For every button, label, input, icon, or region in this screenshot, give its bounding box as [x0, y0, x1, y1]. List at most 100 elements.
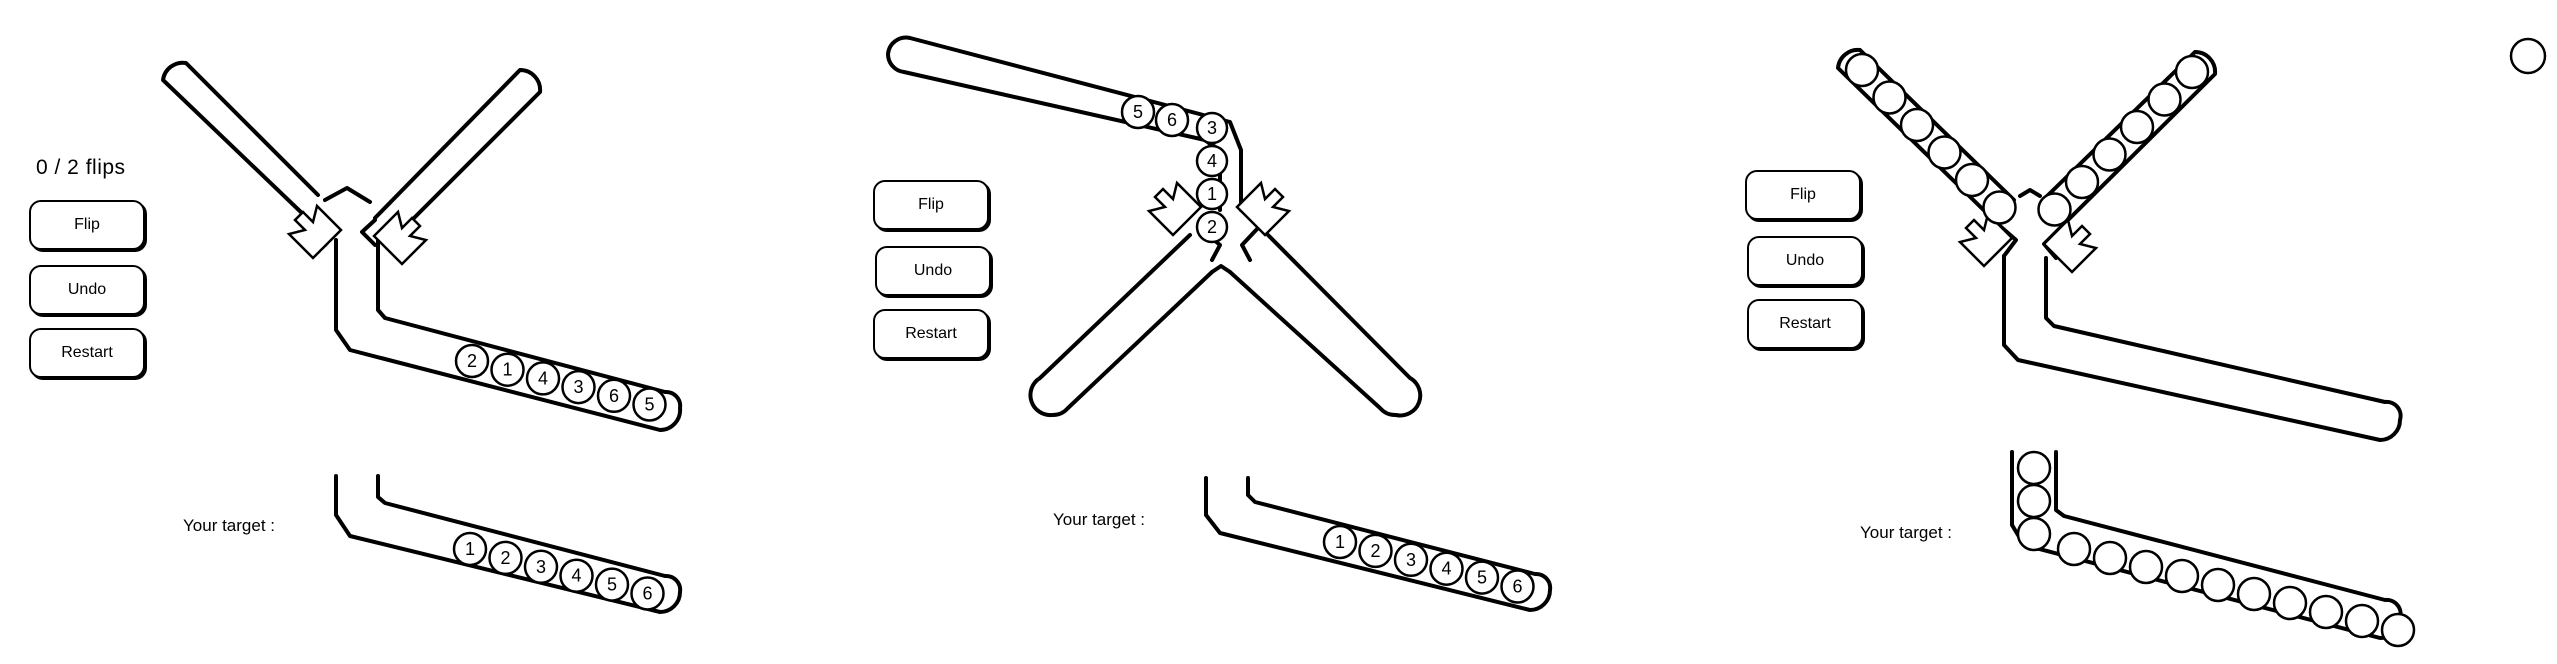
svg-text:5: 5 — [644, 395, 654, 415]
left-arm-track — [1836, 47, 2016, 228]
target-label: Your target : — [183, 516, 275, 535]
target-ball — [2016, 450, 2052, 486]
target-label: Your target : — [1860, 523, 1952, 542]
ball — [1982, 190, 2017, 225]
svg-text:3: 3 — [573, 377, 583, 397]
flip-counter: 0 / 2 flips — [36, 156, 126, 179]
right-arrow-icon[interactable] — [372, 209, 429, 266]
stem-track — [2002, 254, 2403, 442]
ball: 5 — [1120, 94, 1156, 130]
junction-top — [323, 186, 372, 204]
target-ball: 5 — [1464, 560, 1500, 595]
restart-button[interactable]: Restart — [873, 309, 989, 359]
svg-text:4: 4 — [538, 368, 548, 388]
target-ball: 4 — [559, 558, 594, 593]
target-track — [334, 474, 683, 614]
target-ball: 1 — [452, 531, 488, 567]
ball — [2119, 109, 2155, 145]
flip-button[interactable]: Flip — [1745, 170, 1861, 220]
ball — [2037, 192, 2072, 227]
left-arrow-icon[interactable] — [286, 203, 343, 260]
ball — [1872, 80, 1907, 115]
svg-text:1: 1 — [502, 360, 512, 380]
ball: 6 — [596, 378, 632, 414]
svg-text:6: 6 — [609, 386, 619, 406]
svg-text:4: 4 — [1441, 559, 1451, 579]
ball: 2 — [454, 343, 490, 379]
svg-text:6: 6 — [1167, 110, 1177, 130]
target-ball: 5 — [594, 567, 630, 602]
svg-text:3: 3 — [1207, 118, 1217, 138]
ball: 1 — [1195, 177, 1229, 211]
target-ball — [2164, 558, 2200, 594]
circle-icon[interactable] — [2509, 37, 2547, 75]
ball — [1844, 52, 1880, 88]
target-ball — [2236, 576, 2272, 612]
target-ball: 4 — [1429, 551, 1464, 586]
target-ball: 2 — [1358, 533, 1393, 569]
svg-text:2: 2 — [1207, 217, 1217, 237]
stem-track — [334, 238, 683, 433]
target-ball: 2 — [488, 540, 523, 576]
right-arrow-icon[interactable] — [1235, 180, 1292, 237]
junction3-top — [2018, 188, 2042, 198]
svg-text:2: 2 — [1370, 541, 1380, 561]
target-ball — [2272, 585, 2308, 621]
svg-text:1: 1 — [465, 539, 475, 559]
right-arm-track — [2041, 49, 2218, 232]
ball: 2 — [1195, 210, 1229, 244]
svg-text:1: 1 — [1335, 532, 1345, 552]
target-ball: 6 — [1500, 569, 1535, 604]
svg-text:6: 6 — [1512, 577, 1522, 597]
ball: 5 — [632, 387, 667, 422]
ball: 6 — [1154, 102, 1190, 138]
undo-button[interactable]: Undo — [875, 246, 991, 296]
undo-button[interactable]: Undo — [29, 265, 145, 315]
svg-text:2: 2 — [500, 548, 510, 568]
left-lower-arm — [1028, 233, 1214, 418]
flip-button[interactable]: Flip — [29, 200, 145, 250]
ball: 4 — [525, 361, 561, 396]
svg-text:6: 6 — [642, 584, 652, 604]
target-ball — [2016, 483, 2052, 519]
junction2-bottom — [1210, 264, 1232, 274]
balls-layer: 2 1 4 3 6 5 1 2 3 4 5 6 5 6 3 4 1 2 1 2 3 4 5 6 — [452, 52, 2416, 648]
svg-text:5: 5 — [607, 575, 617, 595]
target-ball: 1 — [1322, 524, 1358, 560]
target-ball — [2092, 540, 2128, 576]
ball — [1954, 162, 1990, 198]
junction-right — [360, 218, 377, 247]
flip-button[interactable]: Flip — [873, 180, 989, 230]
ball — [2092, 137, 2127, 172]
ball: 3 — [561, 369, 596, 405]
target-ball: 3 — [523, 549, 559, 585]
junction2-right — [1240, 226, 1260, 262]
restart-button[interactable]: Restart — [29, 328, 145, 378]
svg-text:5: 5 — [1477, 568, 1487, 588]
left-arrow-icon[interactable] — [1957, 211, 2014, 268]
right-arrow-icon[interactable] — [2042, 217, 2099, 274]
right-lower-arm — [1228, 233, 1423, 418]
svg-text:3: 3 — [1406, 550, 1416, 570]
target-ball: 6 — [630, 576, 665, 611]
target-ball — [2200, 567, 2236, 603]
ball: 3 — [1195, 111, 1229, 145]
svg-text:3: 3 — [536, 557, 546, 577]
target-ball — [2128, 549, 2164, 585]
ball — [2064, 164, 2100, 200]
ball — [1927, 135, 1962, 170]
svg-text:5: 5 — [1133, 102, 1143, 122]
target-label: Your target : — [1053, 510, 1145, 529]
ball — [1899, 107, 1935, 143]
target-ball — [2380, 612, 2416, 648]
left-arrow-icon[interactable] — [1146, 180, 1203, 237]
target-ball — [2056, 531, 2092, 567]
ball — [2174, 54, 2210, 90]
ball: 4 — [1195, 144, 1229, 178]
svg-text:2: 2 — [467, 351, 477, 371]
undo-button[interactable]: Undo — [1747, 236, 1863, 286]
restart-button[interactable]: Restart — [1747, 299, 1863, 349]
target-ball — [2308, 594, 2344, 630]
right-arm-track — [373, 67, 543, 246]
